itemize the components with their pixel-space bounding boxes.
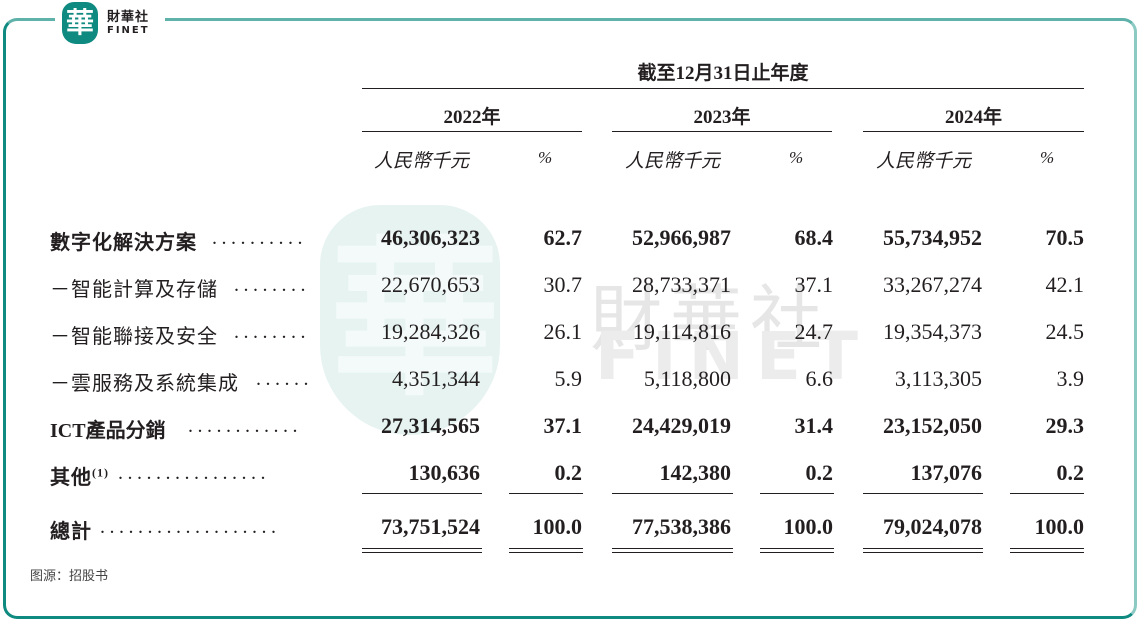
period-header: 截至12月31日止年度 xyxy=(637,63,809,84)
row-label: ICT產品分銷 xyxy=(50,420,166,442)
pct-label-2024: % xyxy=(1040,148,1055,167)
row-label: 其他(1) xyxy=(50,461,109,490)
value-2023-amount: 77,538,386 xyxy=(632,514,731,539)
subtotal-rule xyxy=(612,493,733,494)
row-label: －智能計算及存儲 xyxy=(50,277,218,301)
value-2024-amount: 137,076 xyxy=(910,460,983,485)
leader-dots: ............ xyxy=(188,415,302,437)
subtotal-rule xyxy=(509,493,583,494)
year-header-2023: 2023年 xyxy=(693,107,751,128)
subtotal-rule xyxy=(760,493,834,494)
leader-dots: ........ xyxy=(234,321,310,343)
value-2024-pct: 24.5 xyxy=(1045,319,1085,344)
total-double-rule xyxy=(760,548,834,553)
value-2024-amount: 19,354,373 xyxy=(883,319,982,344)
subtotal-rule xyxy=(362,493,482,494)
unit-label-2023: 人民幣千元 xyxy=(625,150,721,172)
total-double-rule xyxy=(362,548,482,553)
footnote-marker: (1) xyxy=(92,465,109,480)
value-2022-pct: 100.0 xyxy=(532,514,583,539)
leader-dots: .......... xyxy=(212,227,307,249)
value-2024-pct: 29.3 xyxy=(1045,413,1085,438)
value-2022-amount: 4,351,344 xyxy=(392,366,480,391)
value-2022-pct: 37.1 xyxy=(543,413,583,438)
unit-label-2024: 人民幣千元 xyxy=(876,150,972,172)
leader-dots: ................ xyxy=(118,462,270,484)
total-double-rule xyxy=(509,548,583,553)
value-2022-pct: 26.1 xyxy=(543,319,583,344)
value-2022-pct: 5.9 xyxy=(554,366,583,391)
brand-name-en: FINET xyxy=(107,25,150,36)
total-double-rule xyxy=(863,548,983,553)
value-2023-amount: 28,733,371 xyxy=(632,272,731,297)
year-rule-2024 xyxy=(863,131,1084,132)
pct-label-2023: % xyxy=(789,148,804,167)
value-2022-pct: 30.7 xyxy=(543,272,583,297)
brand-wordmark: 財華社 FINET xyxy=(107,10,150,37)
value-2024-amount: 3,113,305 xyxy=(894,366,982,391)
value-2022-amount: 73,751,524 xyxy=(381,514,480,539)
subtotal-rule xyxy=(1010,493,1084,494)
value-2023-pct: 6.6 xyxy=(805,366,834,391)
value-2022-amount: 19,284,326 xyxy=(381,319,480,344)
value-2023-pct: 68.4 xyxy=(794,225,834,250)
year-rule-2022 xyxy=(362,131,582,132)
value-2022-amount: 27,314,565 xyxy=(381,413,480,438)
value-2024-pct: 0.2 xyxy=(1056,460,1085,485)
leader-dots: ...... xyxy=(256,368,313,390)
value-2024-amount: 79,024,078 xyxy=(883,514,982,539)
finet-logo-icon: 華 xyxy=(62,2,98,44)
watermark-name-cn: 財華社 xyxy=(590,277,831,361)
value-2024-pct: 3.9 xyxy=(1056,366,1085,391)
row-label: 總計 xyxy=(50,519,92,543)
value-2023-pct: 37.1 xyxy=(794,272,834,297)
brand-name-cn: 財華社 xyxy=(107,10,150,25)
year-header-2024: 2024年 xyxy=(944,107,1002,128)
value-2024-amount: 23,152,050 xyxy=(883,413,982,438)
value-2024-pct: 100.0 xyxy=(1034,514,1085,539)
value-2022-amount: 46,306,323 xyxy=(381,225,480,250)
year-header-2022: 2022年 xyxy=(443,107,501,128)
value-2023-pct: 24.7 xyxy=(794,319,834,344)
value-2023-amount: 5,118,800 xyxy=(643,366,731,391)
leader-dots: ................... xyxy=(100,516,281,538)
header-rule xyxy=(362,88,1084,89)
value-2024-amount: 33,267,274 xyxy=(883,272,982,297)
watermark-glyph: 華 xyxy=(330,220,501,420)
row-label-text: 其他 xyxy=(50,465,92,489)
leader-dots: ........ xyxy=(234,274,310,296)
row-label: －智能聯接及安全 xyxy=(50,324,218,348)
value-2023-amount: 52,966,987 xyxy=(632,225,731,250)
value-2022-amount: 22,670,653 xyxy=(381,272,480,297)
value-2022-amount: 130,636 xyxy=(408,460,481,485)
year-rule-2023 xyxy=(612,131,832,132)
value-2022-pct: 0.2 xyxy=(554,460,583,485)
value-2023-pct: 100.0 xyxy=(783,514,834,539)
source-caption: 图源：招股书 xyxy=(30,569,109,584)
unit-label-2022: 人民幣千元 xyxy=(374,150,470,172)
subtotal-rule xyxy=(863,493,983,494)
value-2023-amount: 19,114,816 xyxy=(632,319,731,344)
value-2023-amount: 24,429,019 xyxy=(632,413,731,438)
value-2023-pct: 31.4 xyxy=(794,413,834,438)
value-2023-amount: 142,380 xyxy=(659,460,732,485)
row-label: －雲服務及系統集成 xyxy=(50,371,239,395)
watermark-badge xyxy=(320,205,500,435)
row-label: 數字化解決方案 xyxy=(50,230,197,254)
watermark-name-en: FINET xyxy=(595,318,870,395)
value-2024-pct: 42.1 xyxy=(1045,272,1085,297)
total-double-rule xyxy=(612,548,733,553)
value-2024-pct: 70.5 xyxy=(1045,225,1085,250)
value-2022-pct: 62.7 xyxy=(543,225,583,250)
value-2023-pct: 0.2 xyxy=(805,460,834,485)
pct-label-2022: % xyxy=(538,148,553,167)
card-frame xyxy=(3,18,1137,619)
total-double-rule xyxy=(1010,548,1084,553)
value-2024-amount: 55,734,952 xyxy=(883,225,982,250)
